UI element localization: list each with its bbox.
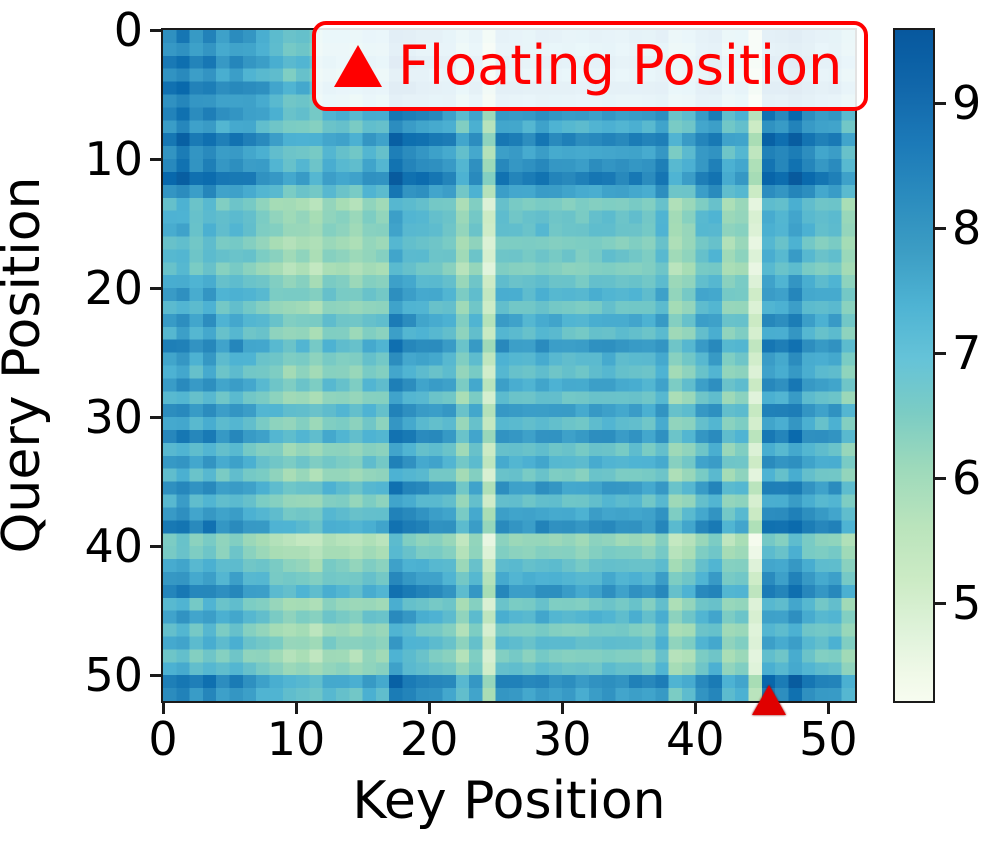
colorbar-label-7: 7 — [952, 326, 982, 380]
colorbar-label-8: 8 — [952, 201, 982, 255]
y-tick-20 — [150, 287, 161, 290]
colorbar-label-5: 5 — [952, 576, 982, 630]
x-tick-label-30: 30 — [532, 712, 592, 766]
y-tick-40 — [150, 545, 161, 548]
x-tick-label-20: 20 — [399, 712, 459, 766]
x-tick-40 — [694, 703, 697, 714]
legend-triangle-up-icon — [334, 45, 382, 87]
floating-position-marker-icon[interactable] — [751, 685, 786, 715]
y-tick-label-10: 10 — [84, 132, 143, 187]
x-tick-30 — [561, 703, 564, 714]
y-tick-50 — [150, 674, 161, 677]
colorbar-tick-6 — [935, 476, 946, 480]
colorbar-tick-8 — [935, 226, 946, 230]
colorbar-label-6: 6 — [952, 451, 982, 505]
x-tick-20 — [428, 703, 431, 714]
y-tick-label-30: 30 — [84, 390, 143, 445]
legend-label: Floating Position — [398, 34, 843, 97]
x-tick-label-40: 40 — [666, 712, 725, 766]
floating-position-legend[interactable]: Floating Position — [312, 21, 869, 111]
x-tick-0 — [162, 703, 165, 714]
x-tick-label-50: 50 — [799, 712, 858, 766]
x-tick-label-10: 10 — [266, 712, 326, 766]
heatmap-image — [163, 30, 855, 701]
y-tick-label-50: 50 — [84, 648, 143, 703]
x-tick-10 — [295, 703, 298, 714]
colorbar-tick-7 — [935, 351, 946, 355]
x-axis-label: Key Position — [352, 771, 666, 831]
heatmap-plot-area[interactable] — [161, 28, 857, 703]
y-axis-label: Query Position — [0, 176, 52, 554]
colorbar-tick-9 — [935, 101, 946, 105]
x-tick-50 — [827, 703, 830, 714]
colorbar-label-9: 9 — [952, 76, 982, 130]
colorbar — [893, 28, 935, 703]
y-tick-30 — [150, 416, 161, 419]
y-tick-label-40: 40 — [84, 519, 143, 574]
y-tick-label-20: 20 — [84, 261, 143, 316]
x-tick-label-0: 0 — [148, 712, 178, 766]
y-tick-0 — [150, 29, 161, 32]
colorbar-tick-5 — [935, 601, 946, 605]
y-tick-10 — [150, 158, 161, 161]
y-tick-label-0: 0 — [113, 3, 143, 57]
